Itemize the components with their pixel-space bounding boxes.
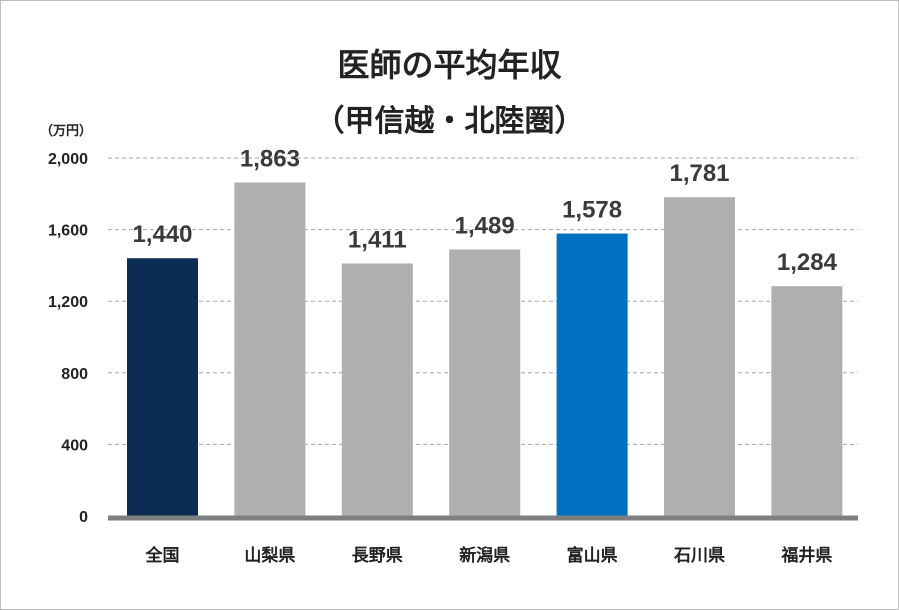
value-label: 1,781 (669, 160, 729, 187)
chart-title: 医師の平均年収 (337, 46, 562, 84)
value-label: 1,863 (240, 146, 300, 173)
value-label: 1,489 (455, 212, 515, 239)
bar-7 (771, 286, 843, 516)
category-label: 石川県 (673, 546, 725, 566)
bar-6 (664, 197, 735, 517)
value-label: 1,578 (562, 197, 622, 224)
y-tick-label: 1,200 (48, 294, 88, 311)
y-tick-label: 400 (61, 437, 88, 454)
category-label: 山梨県 (244, 545, 295, 566)
category-label: 富山県 (567, 545, 618, 566)
bar-3 (341, 263, 413, 516)
category-label: 新潟県 (459, 545, 510, 566)
bar-4 (449, 249, 521, 516)
value-label: 1,440 (132, 221, 192, 248)
y-axis-unit-label: （万円） (40, 123, 92, 139)
y-tick-label: 2,000 (48, 151, 88, 168)
category-label: 福井県 (780, 545, 832, 566)
category-label: 全国 (145, 545, 180, 566)
category-label: 長野県 (352, 546, 403, 566)
bars (127, 182, 843, 517)
x-axis-categories: 全国 山梨県 長野県 新潟県 富山県 石川県 福井県 (145, 545, 833, 566)
bar-5 (556, 233, 628, 516)
y-tick-label: 800 (61, 366, 88, 383)
value-labels: 1,440 1,863 1,411 1,489 1,578 1,781 1,284 (132, 146, 837, 277)
value-label: 1,411 (348, 226, 407, 253)
y-axis-ticks: 0 400 800 1,200 1,600 2,000 (48, 151, 88, 526)
bar-2 (234, 182, 306, 516)
chart-subtitle: （甲信越・北陸圏） (314, 104, 585, 139)
bar-1 (127, 258, 198, 516)
y-tick-label: 1,600 (48, 223, 88, 240)
value-label: 1,284 (777, 249, 838, 276)
y-tick-label: 0 (79, 509, 88, 526)
